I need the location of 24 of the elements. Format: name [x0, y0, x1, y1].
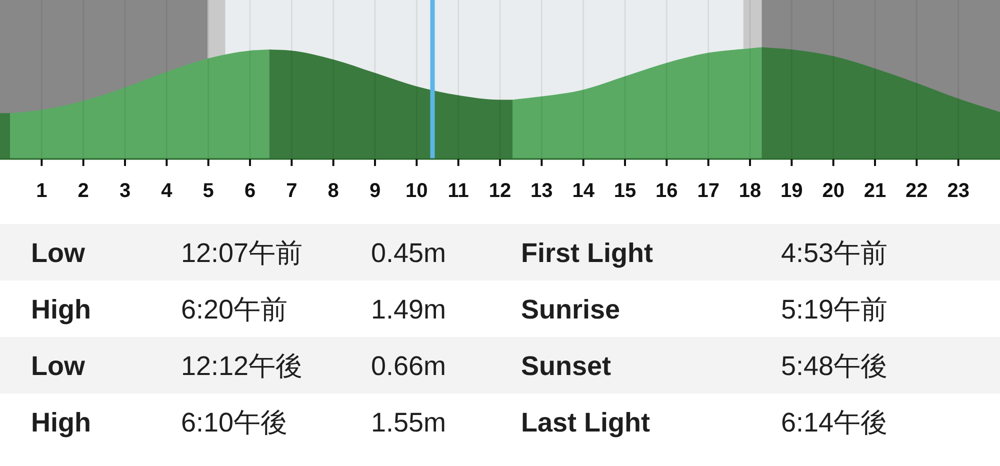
- x-tick-label: 7: [286, 180, 298, 202]
- x-tick-label: 4: [161, 180, 174, 202]
- x-tick-label: 22: [906, 180, 928, 202]
- x-tick-label: 8: [328, 180, 339, 202]
- x-tick-label: 13: [530, 180, 553, 202]
- x-tick-label: 20: [822, 180, 844, 202]
- x-tick-label: 11: [448, 180, 469, 202]
- x-tick-label: 9: [369, 180, 381, 202]
- x-tick-label: 14: [572, 180, 596, 202]
- x-tick-label: 12: [488, 180, 512, 202]
- x-tick-label: 19: [780, 180, 803, 202]
- x-tick-label: 16: [656, 180, 678, 202]
- x-tick-label: 23: [947, 180, 970, 202]
- x-tick-label: 3: [119, 180, 131, 202]
- x-tick-label: 2: [78, 180, 89, 202]
- x-tick-label: 10: [406, 180, 428, 202]
- x-tick-label: 17: [697, 180, 720, 202]
- x-tick-label: 15: [614, 180, 636, 202]
- x-tick-label: 18: [738, 180, 762, 202]
- x-tick-label: 5: [202, 180, 214, 202]
- x-tick-label: 1: [36, 180, 48, 202]
- x-tick-label: 6: [244, 180, 256, 202]
- x-tick-label: 21: [864, 180, 886, 202]
- table: Low 12:07午前 0.45m First Light 4:53午前 High 6:20午前 1.49m Sunrise 5:19午前 Low 12:12午後 0.66m Sunset 5:48午後 High 6:10午後 1.55m Last Light 6:14午後: [0, 224, 1000, 438]
